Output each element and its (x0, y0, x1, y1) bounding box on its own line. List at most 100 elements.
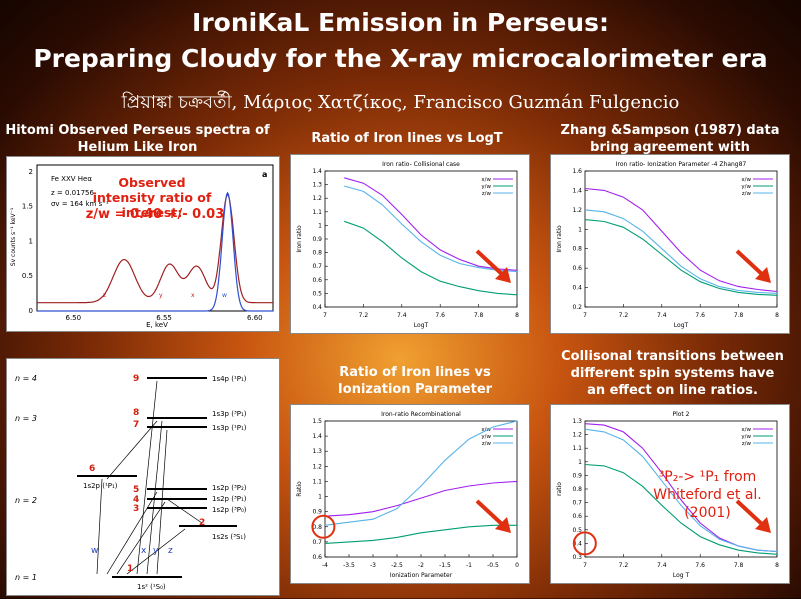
hitomi-xtick: 6.60 (247, 314, 263, 322)
legend-label: x/w (481, 177, 491, 183)
line-chart-svg: Iron ratio- Collisional case 7 7.2 7.4 7.6 7.… (296, 161, 519, 329)
series-line-zw (584, 428, 778, 553)
highlight-arrow (735, 499, 767, 529)
y-tick-label: 0.5 (572, 527, 582, 534)
transition-letter: x (141, 546, 147, 556)
hitomi-ytick: 1 (29, 237, 33, 245)
y-tick-label: 0.7 (312, 263, 322, 270)
transition-number: 9 (133, 374, 139, 384)
line-chart-svg: Plot 2 7 7.2 7.4 7.6 7.8 8 0.3 0.4 0.5 0.6 0.7 0.8 0.… (556, 411, 779, 579)
legend-label: z/w (482, 441, 492, 447)
level-label: 1s4p (¹P₁) (212, 375, 247, 383)
y-tick-label: 1.3 (312, 448, 322, 455)
line-chart-svg: Iron ratio- Ionization Parameter -4 Zhan… (556, 161, 779, 329)
x-tick-label: 7.2 (619, 312, 629, 319)
y-tick-label: 1.6 (572, 168, 582, 175)
x-tick-label: 8 (515, 312, 519, 319)
hitomi-xlabel: E, keV (146, 321, 168, 329)
x-tick-label: 7.8 (734, 312, 744, 319)
y-tick-label: 0.5 (312, 290, 322, 297)
hitomi-ytick: 1.5 (22, 203, 33, 211)
x-tick-label: 7.4 (397, 312, 407, 319)
energy-level-bars (77, 377, 237, 578)
caption-ion: Ratio of Iron lines vs Ionization Parame… (337, 365, 493, 397)
y-tick-label: 1 (318, 222, 322, 229)
y-axis-label: ratio (556, 482, 563, 496)
series-line-xw (584, 187, 778, 293)
x-axis-label: Log T (673, 572, 690, 579)
y-tick-label: 1.4 (312, 168, 322, 175)
series-line-yw (584, 219, 778, 296)
chart-title: Iron-ratio Recombinational (381, 411, 461, 418)
x-tick-label: 7 (323, 312, 327, 319)
x-axis-label: LogT (674, 322, 689, 329)
n-label: n = 3 (15, 414, 37, 423)
x-tick-label: -3.5 (343, 562, 355, 569)
y-tick-label: 0.4 (572, 285, 582, 292)
highlight-arrowhead (495, 267, 511, 283)
y-tick-label: 0.9 (572, 472, 582, 479)
y-tick-label: 1 (578, 459, 582, 466)
legend-label: y/w (481, 434, 491, 440)
x-tick-label: 7.8 (474, 312, 484, 319)
y-tick-label: 1 (578, 226, 582, 233)
n-label: n = 4 (15, 374, 37, 383)
x-tick-label: -0.5 (487, 562, 499, 569)
y-axis-label: Ratio (296, 481, 303, 497)
caption-logt: Ratio of Iron lines vs LogT (311, 131, 503, 146)
n-label: n = 2 (15, 496, 37, 505)
y-tick-label: 0.4 (572, 540, 582, 547)
hitomi-spectrum-svg: Fe XXV Heα z = 0.01756 σv = 164 km s⁻¹ a… (10, 164, 274, 329)
plot-frame (584, 170, 778, 308)
hitomi-w-line-curve (37, 191, 273, 312)
hitomi-sigma-label: σv = 164 km s⁻¹ (51, 200, 109, 208)
hitomi-model-curve (37, 193, 273, 304)
y-axis-label: Iron ratio (556, 225, 563, 253)
x-tick-label: 7 (583, 562, 587, 569)
n-label: n = 1 (15, 573, 37, 582)
y-tick-label: 0.8 (572, 486, 582, 493)
y-tick-label: 1.2 (312, 463, 322, 470)
level-label: 1s3p (¹P₁) (212, 424, 247, 432)
level-label: 1s² (¹S₀) (137, 583, 166, 591)
y-tick-label: 0.7 (572, 500, 582, 507)
level-label: 1s2p (³P₂) (212, 484, 247, 492)
series-line-yw (324, 524, 517, 544)
x-tick-label: 7.4 (657, 312, 667, 319)
series-line-yw (344, 220, 518, 296)
chart-title: Iron ratio- Collisional case (382, 161, 460, 168)
y-tick-label: 0.6 (312, 277, 322, 284)
whiteford-note: ³P₂-> ¹P₁ from Whiteford et al. (2001) (653, 469, 762, 521)
transition-number: 4 (133, 495, 139, 505)
y-tick-label: 0.3 (572, 554, 582, 561)
highlight-arrow (475, 499, 507, 529)
legend-label: x/w (741, 427, 751, 433)
x-tick-label: -1.5 (439, 562, 451, 569)
y-tick-label: 0.8 (312, 524, 322, 531)
y-tick-label: 1.2 (572, 432, 582, 439)
y-tick-label: 0.7 (312, 539, 322, 546)
x-tick-label: 8 (775, 312, 779, 319)
x-tick-label: 7.8 (734, 562, 744, 569)
x-tick-label: 7 (583, 312, 587, 319)
hitomi-ytick: 0 (29, 307, 33, 315)
hitomi-line-letter: z (103, 292, 106, 299)
poster-title-line2: Preparing Cloudy for the X-ray microcalo… (33, 44, 768, 73)
level-label: 1s2s (³S₁) (212, 533, 246, 541)
y-tick-label: 1.2 (572, 207, 582, 214)
x-tick-label: 7.2 (359, 312, 369, 319)
y-tick-label: 1.3 (312, 182, 322, 189)
highlight-circle (311, 514, 336, 539)
x-tick-label: 8 (775, 562, 779, 569)
y-tick-label: 1.3 (572, 418, 582, 425)
transition-number: 2 (199, 518, 205, 528)
series-line-zw (344, 185, 518, 273)
x-axis-label: Ionization Parameter (390, 572, 453, 579)
hitomi-ylabel: Sv counts s⁻¹ keV⁻¹ (10, 207, 17, 266)
hitomi-xtick: 6.50 (66, 314, 82, 322)
y-tick-label: 0.6 (572, 265, 582, 272)
y-tick-label: 0.9 (312, 509, 322, 516)
transition-number: 1 (127, 564, 133, 574)
y-tick-label: 1.5 (312, 418, 322, 425)
highlight-arrow (475, 249, 507, 279)
